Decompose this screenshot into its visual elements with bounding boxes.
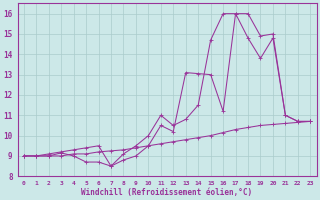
X-axis label: Windchill (Refroidissement éolien,°C): Windchill (Refroidissement éolien,°C) [82, 188, 252, 197]
